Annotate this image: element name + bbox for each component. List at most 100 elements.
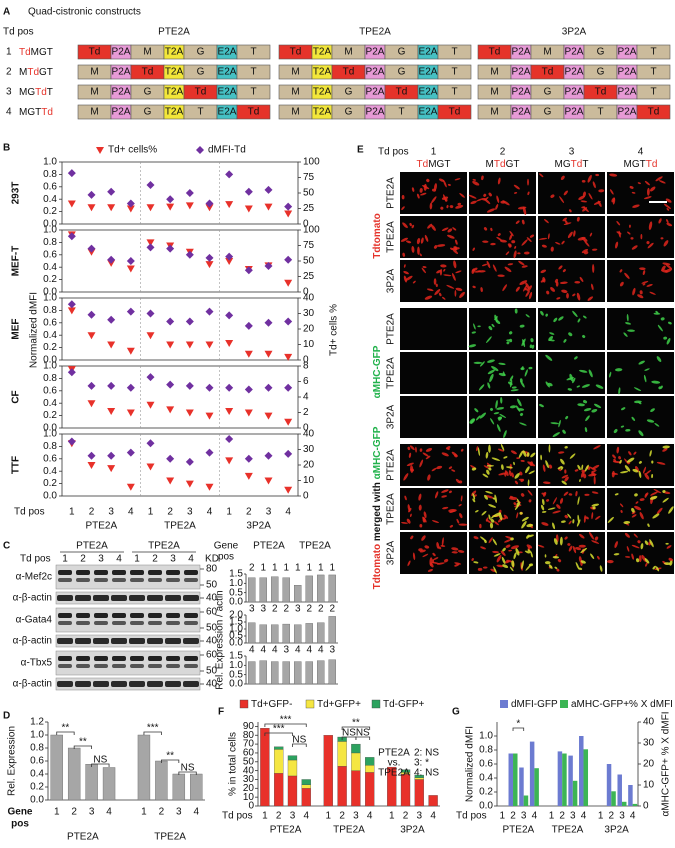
y-tick-label: 0.8 bbox=[30, 743, 44, 754]
micrograph bbox=[400, 308, 467, 350]
triangle-point bbox=[284, 353, 293, 361]
cell bbox=[454, 563, 460, 567]
micrograph-row-label: PTE2A bbox=[386, 177, 397, 209]
segment-label: T bbox=[650, 67, 656, 78]
blot-band bbox=[94, 613, 108, 618]
cell bbox=[513, 191, 518, 194]
cell bbox=[501, 464, 504, 471]
gene-pos-title: Gene bbox=[214, 541, 239, 552]
diamond-point bbox=[87, 381, 96, 390]
cell bbox=[509, 495, 514, 499]
legend-swatch bbox=[500, 700, 508, 708]
cell bbox=[418, 493, 422, 501]
legend-label: Td+GFP+ bbox=[317, 699, 361, 710]
stacked-bar bbox=[337, 741, 347, 767]
x-tick-label: 1 bbox=[598, 811, 604, 822]
cell bbox=[665, 198, 672, 203]
diamond-point bbox=[205, 383, 214, 392]
cell bbox=[409, 222, 412, 227]
cell bbox=[528, 291, 533, 300]
segment-label: T bbox=[650, 87, 656, 98]
cell bbox=[509, 566, 514, 572]
cell bbox=[514, 473, 520, 479]
cell bbox=[552, 522, 556, 530]
triangle-point bbox=[205, 483, 214, 491]
cell bbox=[639, 290, 643, 295]
diamond-point bbox=[126, 257, 135, 265]
gene-pos-label: 2 bbox=[249, 563, 255, 574]
construct-group: TPE2A bbox=[359, 27, 391, 38]
x-tick-label: 1 bbox=[54, 807, 60, 818]
x-tick-label: 4 bbox=[128, 507, 134, 518]
cell bbox=[422, 452, 429, 457]
cell bbox=[564, 446, 568, 449]
y-axis-label: Normalized dMFI bbox=[29, 292, 40, 368]
bar bbox=[523, 795, 529, 806]
cell bbox=[644, 473, 650, 480]
cell bbox=[490, 418, 495, 425]
triangle-point bbox=[146, 463, 155, 471]
cell bbox=[421, 267, 427, 274]
segment-label: Td bbox=[449, 107, 461, 118]
y2-tick-label: 50 bbox=[303, 256, 315, 267]
cell bbox=[500, 396, 503, 404]
cell bbox=[620, 509, 623, 513]
cell bbox=[476, 446, 479, 452]
blot-band bbox=[112, 578, 126, 582]
cell bbox=[517, 408, 525, 411]
x-tick-label: 2 bbox=[339, 811, 345, 822]
cell bbox=[584, 427, 588, 433]
micrograph bbox=[607, 352, 674, 394]
cell bbox=[594, 536, 599, 541]
cell bbox=[550, 194, 555, 198]
row-label-part: Td bbox=[41, 107, 53, 118]
y-tick-label: 0.4 bbox=[43, 398, 57, 409]
cell bbox=[572, 310, 578, 318]
cell bbox=[411, 245, 415, 253]
cell bbox=[647, 242, 654, 249]
cell bbox=[481, 263, 488, 267]
cell bbox=[649, 291, 656, 295]
cell bbox=[621, 407, 626, 411]
segment-label: T2A bbox=[313, 87, 332, 98]
blot-band bbox=[76, 656, 90, 661]
cell bbox=[492, 264, 497, 272]
cell bbox=[486, 469, 490, 475]
cell bbox=[620, 425, 625, 428]
cell bbox=[625, 429, 631, 432]
x-tick-label: 3 bbox=[187, 507, 193, 518]
blot-band bbox=[111, 638, 127, 644]
blot-image bbox=[55, 564, 201, 590]
x-axis-label: Td pos bbox=[222, 811, 253, 822]
micrograph-block-title: Tdtomato bbox=[372, 213, 383, 259]
cell bbox=[644, 196, 652, 200]
column-label-part: GT bbox=[506, 159, 520, 170]
y-tick-label: 0.0 bbox=[479, 801, 493, 812]
bar bbox=[568, 755, 573, 806]
cell bbox=[583, 407, 592, 412]
construct-segment bbox=[437, 104, 472, 120]
column-number: 2 bbox=[500, 147, 506, 158]
cell bbox=[546, 499, 550, 502]
cell bbox=[443, 274, 452, 277]
cell bbox=[590, 553, 595, 560]
cell bbox=[585, 516, 589, 520]
cell bbox=[480, 287, 483, 293]
x-tick-label: 3 bbox=[108, 507, 114, 518]
cell bbox=[438, 292, 442, 297]
cell bbox=[509, 375, 514, 382]
cell bbox=[558, 419, 561, 428]
cell bbox=[662, 262, 671, 266]
cell bbox=[578, 195, 585, 200]
y-tick-label: 1.0 bbox=[43, 429, 57, 440]
cell bbox=[552, 510, 561, 514]
y-tick-label: 0.2 bbox=[30, 782, 44, 793]
cell bbox=[577, 464, 581, 471]
y-tick-label: 50 bbox=[243, 756, 255, 767]
triangle-point bbox=[87, 332, 96, 340]
cell bbox=[508, 470, 512, 477]
diamond-point bbox=[225, 170, 234, 179]
triangle-point bbox=[146, 332, 155, 340]
cell bbox=[614, 493, 619, 496]
triangle-point bbox=[264, 350, 273, 358]
